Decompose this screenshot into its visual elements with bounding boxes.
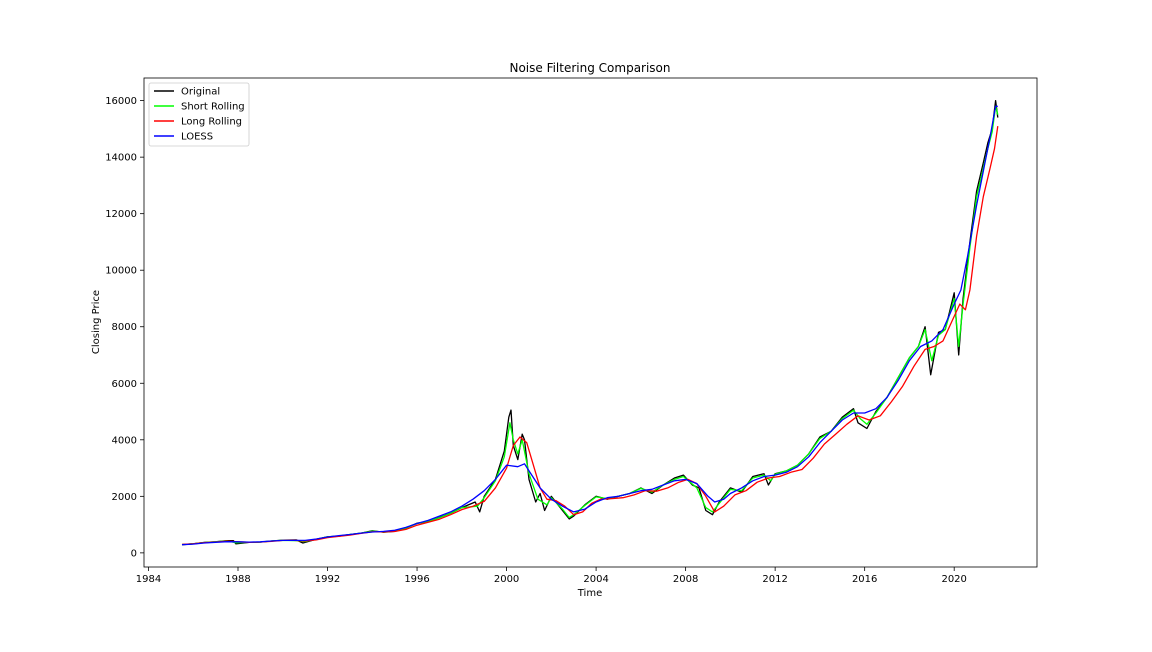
- series-line-original: [181, 99, 999, 546]
- series-line-long-rolling: [181, 126, 999, 546]
- x-tick-label: 2012: [762, 574, 787, 585]
- y-tick-label: 16000: [105, 96, 137, 107]
- legend-box: [148, 82, 250, 147]
- legend: Original Short Rolling Long Rolling LOESS: [148, 82, 250, 147]
- x-tick-label: 1996: [404, 574, 429, 585]
- x-axis-label: Time: [577, 588, 602, 599]
- y-tick-label: 4000: [112, 435, 137, 446]
- x-tick-label: 2000: [494, 574, 519, 585]
- y-tick-label: 2000: [112, 492, 137, 503]
- x-tick-label: 2004: [583, 574, 608, 585]
- x-axis-ticks: 1984 1988 1992 1996 2000 2004 2008 2012 2016 2020: [136, 567, 967, 585]
- plot-frame: [143, 77, 1038, 568]
- y-tick-label: 8000: [112, 322, 137, 333]
- legend-label: Original: [181, 87, 220, 98]
- y-tick-label: 10000: [105, 266, 137, 277]
- y-tick-label: 14000: [105, 153, 137, 164]
- y-tick-label: 6000: [112, 379, 137, 390]
- legend-label: LOESS: [181, 132, 213, 143]
- y-axis-label: Closing Price: [91, 290, 102, 354]
- series-line-loess: [181, 105, 998, 546]
- y-tick-label: 0: [131, 548, 137, 559]
- x-tick-label: 1992: [315, 574, 340, 585]
- series-line-short-rolling: [181, 105, 999, 546]
- chart-title: Noise Filtering Comparison: [509, 61, 670, 75]
- y-tick-label: 12000: [105, 209, 137, 220]
- y-axis-ticks: 0 2000 4000 6000 8000 10000 12000 14000 16000: [105, 96, 144, 559]
- x-tick-label: 1988: [225, 574, 250, 585]
- legend-label: Long Rolling: [181, 117, 242, 128]
- plot-lines: [181, 99, 999, 546]
- x-tick-label: 2008: [673, 574, 698, 585]
- x-tick-label: 2020: [941, 574, 966, 585]
- legend-label: Short Rolling: [181, 102, 245, 113]
- x-tick-label: 1984: [136, 574, 161, 585]
- x-tick-label: 2016: [852, 574, 877, 585]
